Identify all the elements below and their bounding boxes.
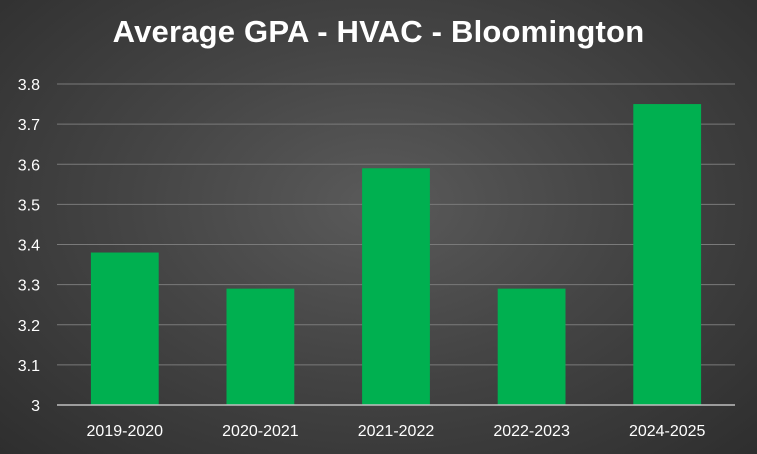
y-axis-tick-labels: 3 3.1 3.2 3.3 3.4 3.5 3.6 3.7 3.8 [18,77,40,415]
chart-title: Average GPA - HVAC - Bloomington [112,14,645,49]
y-tick-label: 3.7 [18,117,40,134]
x-axis-tick-labels: 2019-2020 2020-2021 2021-2022 2022-2023 2024… [87,423,706,440]
y-tick-label: 3.4 [18,238,40,255]
x-tick-label: 2019-2020 [87,423,164,440]
bar-2024-2025 [633,104,702,405]
bar-2019-2020 [90,252,159,405]
y-tick-label: 3.2 [18,318,40,335]
x-tick-label: 2021-2022 [358,423,435,440]
bar-2021-2022 [362,168,430,405]
y-tick-label: 3.1 [18,358,40,375]
y-tick-label: 3.5 [18,197,40,214]
y-tick-label: 3 [31,398,40,415]
bar-2022-2023 [497,288,566,405]
y-tick-label: 3.6 [18,157,40,174]
x-tick-label: 2020-2021 [222,423,299,440]
x-tick-label: 2022-2023 [493,423,570,440]
bar-2020-2021 [226,288,295,405]
y-tick-label: 3.8 [18,77,40,94]
x-tick-label: 2024-2025 [629,423,706,440]
y-tick-label: 3.3 [18,278,40,295]
bars [90,104,702,405]
